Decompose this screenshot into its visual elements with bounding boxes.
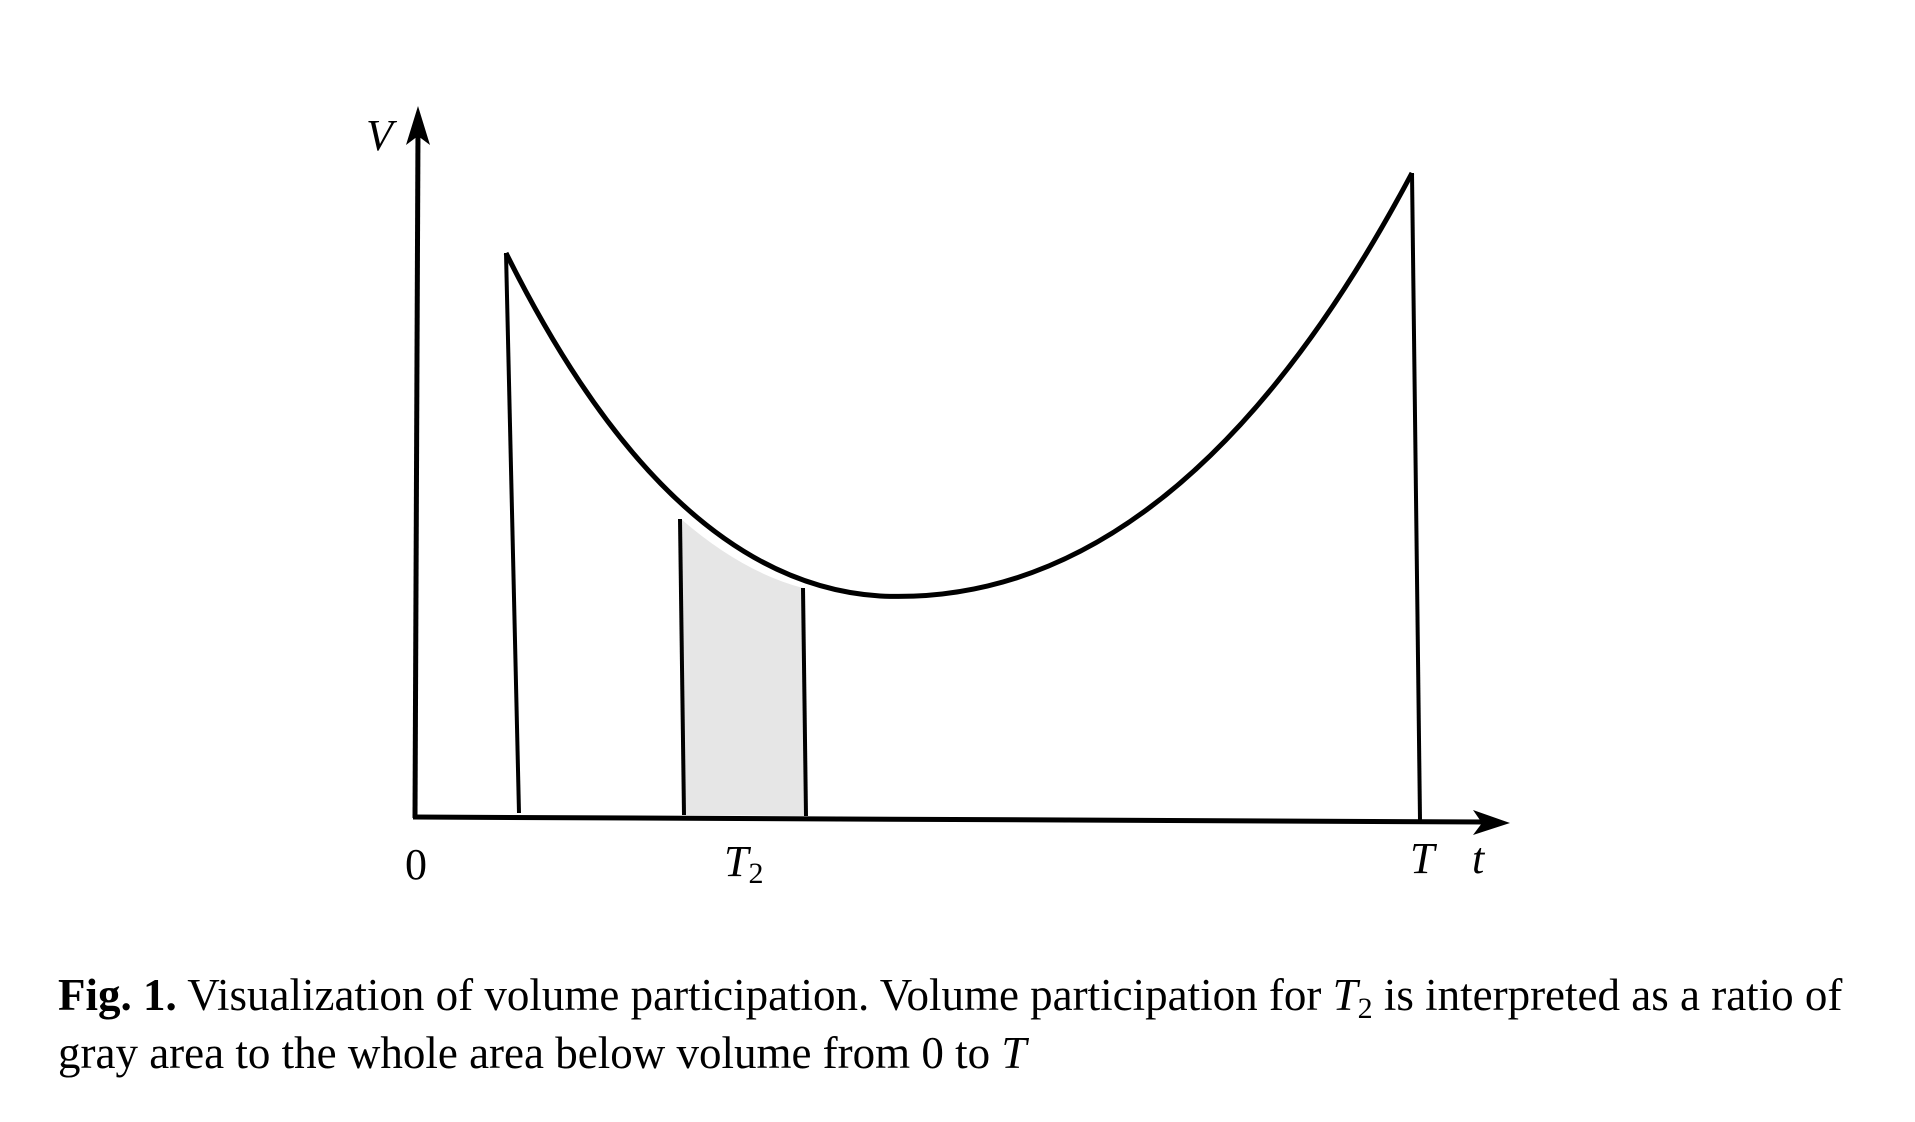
y-axis [412, 127, 421, 819]
y-axis-label: V [366, 111, 398, 160]
gray-area-t2 [681, 519, 806, 816]
x-axis-label: t [1472, 834, 1486, 883]
t2-right-boundary-line [801, 587, 808, 817]
caption-math-t: T [1001, 1028, 1027, 1078]
t2-left-boundary-line [678, 518, 686, 816]
caption-math-t2-main: T [1332, 970, 1358, 1020]
end-boundary-line [1410, 172, 1422, 821]
caption-math-t2: T2 [1332, 970, 1373, 1024]
origin-tick-label: 0 [405, 840, 427, 889]
t2-tick-label: T2 [724, 837, 763, 890]
t2-tick-main: T [724, 837, 752, 886]
figure-caption: Fig. 1. Visualization of volume particip… [58, 966, 1868, 1082]
end-tick-label: T [1410, 834, 1438, 883]
caption-label: Fig. 1. [58, 970, 177, 1020]
volume-curve [503, 171, 1415, 599]
x-axis [412, 814, 1489, 825]
x-axis-arrowhead [1473, 810, 1510, 835]
t2-tick-subscript: 2 [748, 857, 763, 890]
volume-participation-diagram: V t 0 T2 T [366, 106, 1510, 890]
caption-math-t2-sub: 2 [1357, 992, 1373, 1025]
caption-text-1: Visualization of volume participation. V… [187, 970, 1322, 1020]
caption-text-2: is interpreted as a ratio of gray area t… [58, 970, 1843, 1078]
y-axis-arrowhead [406, 106, 430, 145]
start-boundary-line [504, 252, 521, 814]
